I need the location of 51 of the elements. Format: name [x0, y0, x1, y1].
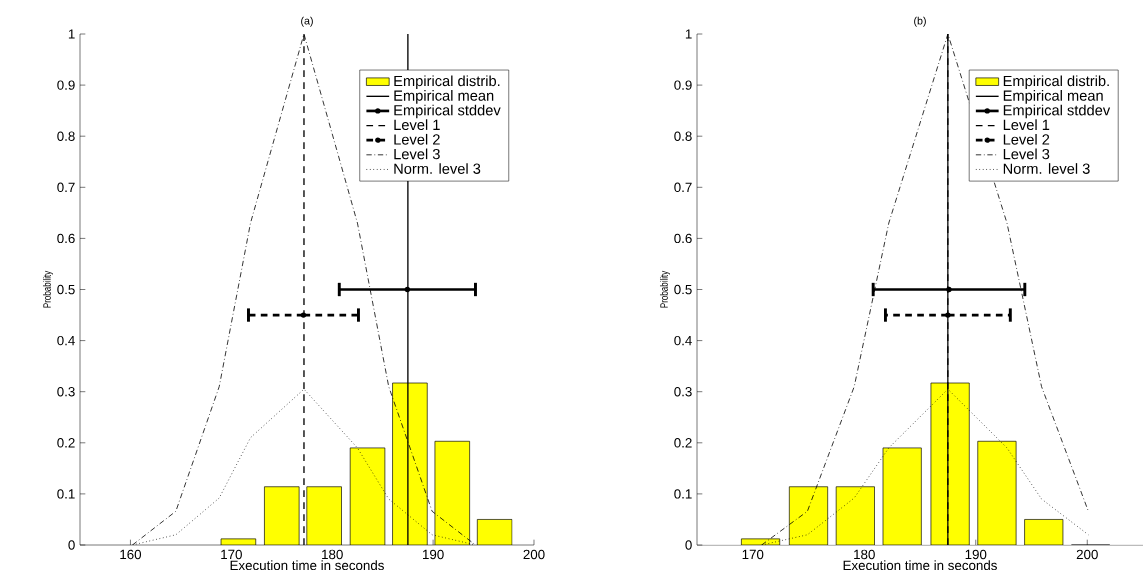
legend-label: Norm. level 3: [1003, 163, 1090, 174]
y-axis-title: Probability: [659, 270, 670, 308]
x-axis-title: Execution time in seconds: [230, 560, 384, 571]
legend-label: Level 3: [1003, 148, 1050, 160]
y-tick-label: 0.2: [57, 438, 75, 448]
legend-label: Level 1: [1003, 119, 1050, 131]
legend-label: Empirical mean: [1003, 90, 1103, 104]
y-tick-label: 0: [68, 540, 75, 550]
y-tick-label: 0.1: [57, 489, 75, 499]
y-axis-title: Probability: [42, 270, 53, 308]
x-tick-label: 190: [423, 549, 444, 560]
x-tick-label: 160: [120, 549, 142, 560]
y-tick-label: 0.8: [57, 131, 75, 141]
x-tick-label: 190: [965, 549, 987, 560]
legend-label: Norm. level 3: [394, 163, 481, 174]
y-tick-label: 0.3: [57, 386, 75, 397]
y-tick-label: 0.5: [674, 284, 692, 295]
x-tick-label: 180: [854, 549, 875, 560]
x-axis-title: Execution time in seconds: [843, 560, 997, 571]
y-tick-label: 0.2: [674, 438, 692, 448]
legend-label: Level 1: [394, 119, 440, 131]
legend-label: Level 2: [394, 133, 440, 145]
chart-title: (a): [301, 16, 313, 27]
x-tick-label: 170: [221, 549, 242, 560]
legend-label: Level 2: [1003, 133, 1050, 145]
y-tick-label: 1: [68, 29, 75, 39]
y-tick-label: 0: [685, 540, 692, 550]
x-tick-label: 200: [1076, 549, 1098, 560]
y-tick-label: 0.6: [57, 233, 75, 244]
legend-label: Level 3: [394, 148, 440, 160]
chart-title: (b): [914, 16, 926, 27]
x-tick-label: 200: [523, 549, 545, 560]
legend-label: Empirical distrib.: [394, 75, 500, 90]
legend-label: Empirical mean: [394, 90, 494, 104]
y-tick-label: 0.1: [674, 489, 692, 499]
x-tick-label: 170: [742, 549, 764, 560]
legend-label: Empirical distrib.: [1003, 75, 1109, 90]
y-tick-label: 0.9: [674, 80, 692, 90]
y-tick-label: 0.5: [57, 284, 75, 295]
legend-label: Empirical stddev: [394, 104, 501, 119]
y-tick-label: 0.8: [674, 131, 692, 141]
y-tick-label: 0.9: [57, 80, 75, 90]
y-tick-label: 0.4: [674, 335, 692, 346]
legend-label: Empirical stddev: [1003, 104, 1111, 119]
y-tick-label: 0.7: [674, 182, 692, 193]
x-tick-label: 180: [322, 549, 343, 560]
y-tick-label: 0.7: [57, 182, 75, 193]
y-tick-label: 0.4: [57, 335, 75, 346]
y-tick-label: 0.3: [674, 386, 692, 397]
y-tick-label: 0.6: [674, 233, 692, 244]
y-tick-label: 1: [685, 29, 692, 39]
